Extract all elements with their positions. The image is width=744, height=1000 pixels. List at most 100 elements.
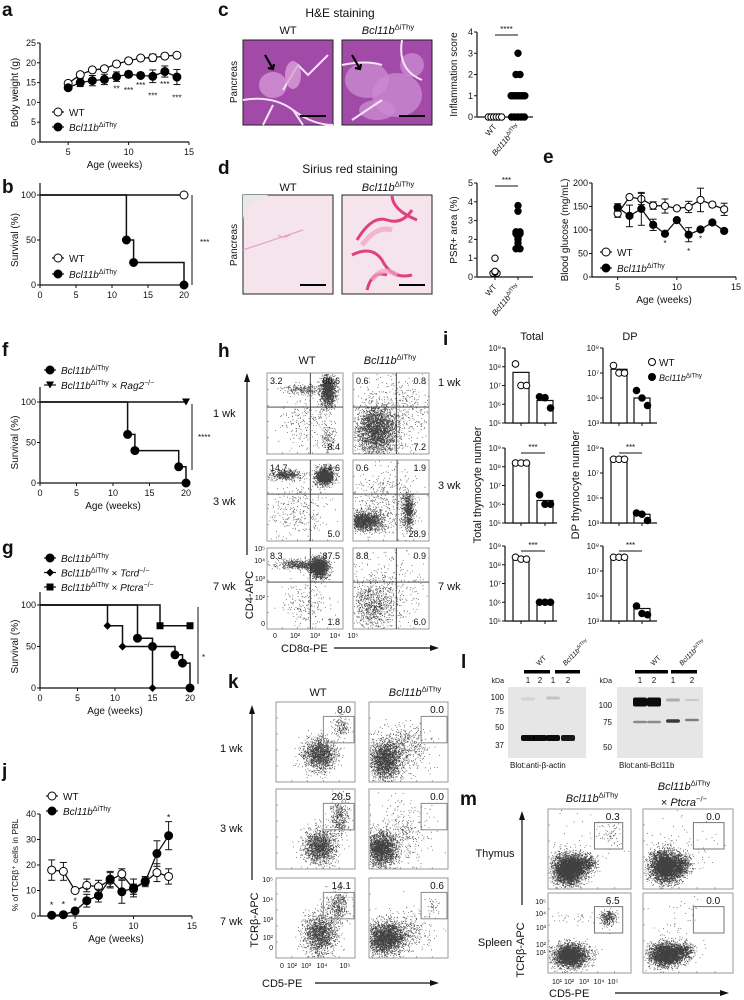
y-tick-label: 0 [583,272,588,282]
band [546,735,560,741]
label-part: Bcl11b [61,569,91,580]
label-part: ΔiThy [686,372,703,379]
label-part: Bcl11b [566,793,599,805]
gate [692,822,725,850]
legend-label: Bcl11bΔiThy × Rag2−/− [61,380,154,392]
y-axis-title: Survival (%) [10,213,21,267]
circle-filled-marker [521,92,529,100]
circle-open-marker [522,555,531,563]
flow-dots [293,710,354,779]
significance-stars: *** [626,443,635,452]
flow-dots [369,792,446,869]
circle-open-marker [47,865,57,875]
flow-dots [353,460,429,541]
band [647,697,661,707]
circle-filled-marker [174,462,184,472]
kda-label: kDa [492,678,505,685]
panel-title: H&E staining [305,6,374,20]
survival-curve [40,604,191,688]
circle-open-marker [112,59,121,69]
x-tick-label: 0 [37,488,42,498]
x-tick-label: 10⁴ [317,963,328,970]
category-label: WT [484,282,499,297]
gate-percent: 0.0 [706,896,720,907]
x-axis-title: CD5-PE [549,988,589,1000]
significance-stars: *** [172,94,181,103]
circle-filled-marker [643,516,652,525]
circle-filled-marker [672,216,681,225]
label-part: ΔiThy [91,553,109,560]
circle-filled-marker [99,74,109,84]
flow-dots [643,810,726,889]
gate-percent: 0.3 [606,812,620,823]
label-part: Bcl11b [63,807,93,818]
circle-filled-marker [152,849,162,859]
label-part: ΔiThy [395,180,415,189]
legend-label: Bcl11bΔiThy [63,806,111,818]
label-part: Ptcra [120,583,144,594]
label-part: Bcl11b [69,270,99,281]
marker-label: 100 [599,701,613,710]
circle-filled-marker [514,49,522,57]
label-part: Rag2 [120,381,144,392]
square-marker [46,583,54,591]
circle-filled-marker [638,394,646,402]
y-tick-label: 2 [468,70,473,80]
circle-filled-marker [179,280,189,290]
gate-percent: 20.5 [332,792,352,803]
label-part: ΔiThy [99,269,117,276]
flow-plot-h [266,459,344,542]
y-tick-label: 10⁹ [489,444,501,453]
flow-plot-k [368,701,449,783]
quadrant-percent: 3.2 [270,376,283,386]
flow-dots [354,549,428,629]
x-axis-title: CD8α-PE [281,643,328,655]
circle-open-marker [99,64,109,74]
y-tick-label: 10³ [263,917,274,924]
quadrant-percent: 1.9 [413,463,426,473]
panel-label-l: l [461,652,466,673]
y-tick-label: 10⁵ [489,519,501,528]
legend-label: WT [659,358,675,369]
label-part: WT [63,792,79,803]
quadrant-percent: 87.5 [322,551,340,561]
label-part: ΔiThy [575,637,588,650]
gate [420,715,448,744]
y-tick-label: 0 [31,911,36,921]
kda-label: kDa [600,678,613,685]
circle-open-marker [75,70,85,80]
y-axis-title: TCRβ-APC [249,892,261,947]
legend-label: Bcl11bΔiThy [659,372,703,383]
circle-open-marker [82,880,92,890]
circle-filled-marker [53,122,63,132]
circle-open-marker [491,254,499,262]
x-tick-label: 10¹ [552,979,563,986]
quadrant-percent: 14.7 [270,463,288,473]
bar [512,557,530,622]
legend-label: Bcl11bΔiThy [61,553,109,565]
x-tick-label: 10³ [310,633,321,640]
y-tick-label: 4 [468,27,473,37]
x-tick-label: 10² [290,633,301,640]
arrow-icon [264,54,276,71]
lane-label: 1 [551,676,556,685]
circle-filled-marker [632,602,641,610]
gate-percent: 14.1 [332,881,352,892]
x-tick-label: 5 [74,488,79,498]
flow-plot-h [266,372,344,455]
row-label: 7 wk [438,581,461,593]
circle-open-marker [620,455,629,464]
y-tick-label: 10⁵ [262,877,273,884]
x-tick-label: 20 [181,488,191,498]
band [685,699,699,701]
x-tick-label: 5 [75,693,80,703]
circle-open-marker [522,381,531,390]
series-line [617,196,725,214]
bar [610,368,628,424]
y-tick-label: 5 [468,178,473,188]
row-label: 7 wk [213,581,236,593]
circle-filled-marker [643,401,652,410]
circle-filled-marker [45,365,55,375]
circle-filled-marker [708,218,717,227]
label-part: ΔiThy [505,282,519,297]
